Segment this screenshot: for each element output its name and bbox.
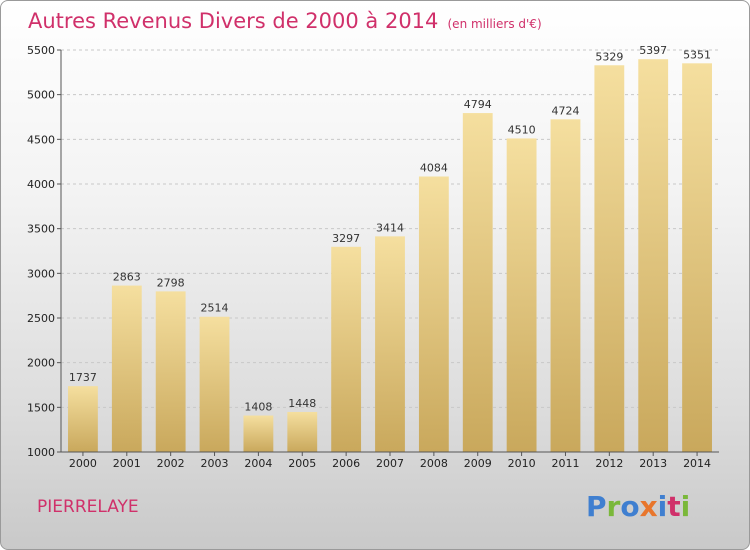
bar (594, 65, 625, 452)
y-tick-label: 4500 (27, 133, 55, 146)
y-tick-label: 2000 (27, 357, 55, 370)
data-label: 2514 (201, 302, 229, 315)
bar (199, 316, 230, 452)
data-label: 3414 (376, 221, 404, 234)
bar (111, 285, 142, 452)
y-tick-label: 5500 (27, 44, 55, 57)
logo-letter: r (606, 490, 621, 523)
x-tick-label: 2012 (595, 457, 623, 470)
x-tick-label: 2009 (464, 457, 492, 470)
x-tick-label: 2001 (113, 457, 141, 470)
axes (57, 49, 719, 456)
data-label: 4794 (464, 98, 492, 111)
data-label: 5351 (683, 48, 711, 61)
x-tick-label: 2004 (244, 457, 272, 470)
y-tick-label: 3500 (27, 223, 55, 236)
x-tick-label: 2011 (551, 457, 579, 470)
data-label: 4510 (508, 123, 536, 136)
chart-unit-note: (en milliers d'€) (447, 17, 542, 31)
y-tick-label: 2500 (27, 312, 55, 325)
bar (243, 415, 274, 452)
data-label: 1737 (69, 371, 97, 384)
proxiti-logo: Proxiti (586, 490, 690, 523)
bar (287, 411, 318, 452)
bar (418, 176, 449, 452)
y-tick-label: 1500 (27, 401, 55, 414)
bar (155, 291, 186, 452)
x-tick-label: 2003 (201, 457, 229, 470)
bar (506, 138, 537, 452)
bar (462, 113, 493, 452)
logo-letter: t (667, 490, 681, 523)
data-label: 2863 (113, 271, 141, 284)
bars (68, 59, 712, 453)
bar (68, 386, 98, 452)
x-tick-label: 2000 (69, 457, 97, 470)
x-tick-label: 2013 (639, 457, 667, 470)
x-tick-label: 2010 (508, 457, 536, 470)
x-tick-label: 2006 (332, 457, 360, 470)
y-tick-label: 5000 (27, 89, 55, 102)
commune-name: PIERRELAYE (37, 497, 139, 517)
y-tick-label: 4000 (27, 178, 55, 191)
bar (550, 119, 581, 453)
logo-letter: x (639, 490, 658, 523)
chart-title: Autres Revenus Divers de 2000 à 2014 (en… (28, 9, 542, 33)
x-tick-label: 2005 (288, 457, 316, 470)
x-tick-label: 2007 (376, 457, 404, 470)
data-label: 4084 (420, 161, 448, 174)
x-tick-label: 2008 (420, 457, 448, 470)
bar (375, 236, 405, 452)
y-tick-label: 1000 (27, 446, 55, 459)
logo-letter: i (680, 490, 691, 523)
data-label: 4724 (551, 104, 579, 117)
data-label: 1448 (288, 397, 316, 410)
x-tick-label: 2002 (157, 457, 185, 470)
y-tick-label: 3000 (27, 267, 55, 280)
logo-letter: o (620, 490, 640, 523)
x-tick-label: 2014 (683, 457, 711, 470)
data-label: 1408 (244, 401, 272, 414)
bar (638, 59, 669, 453)
chart-title-text: Autres Revenus Divers de 2000 à 2014 (28, 9, 439, 33)
data-label: 5397 (639, 44, 667, 57)
data-label: 5329 (595, 50, 623, 63)
logo-letter: P (586, 490, 607, 523)
labels: 1000 1500 2000 2500 3000 3500 4000 4500 5000 5500… (27, 44, 711, 470)
bar (682, 63, 712, 452)
logo-letter: i (657, 490, 668, 523)
bar (331, 246, 362, 452)
data-label: 3297 (332, 232, 360, 245)
data-label: 2798 (157, 276, 185, 289)
